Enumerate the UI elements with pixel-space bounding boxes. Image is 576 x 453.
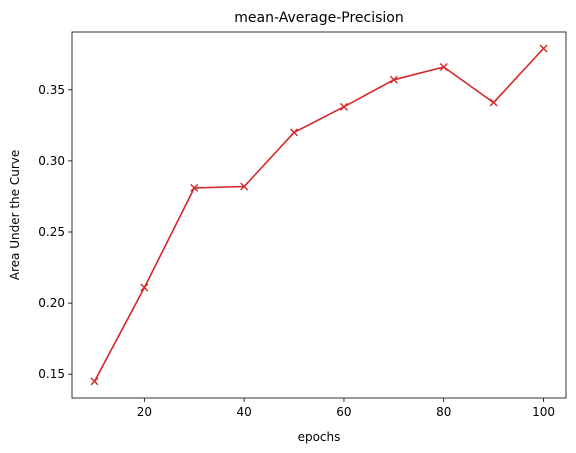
x-tick-label: 80 bbox=[436, 405, 451, 419]
data-point-marker bbox=[190, 183, 199, 192]
series-line bbox=[93, 47, 545, 382]
data-point-marker bbox=[240, 182, 249, 191]
data-point-marker bbox=[290, 128, 299, 137]
data-point-marker bbox=[389, 75, 398, 84]
data-point-marker bbox=[489, 98, 498, 107]
data-point-marker bbox=[339, 102, 348, 111]
x-tick-label: 20 bbox=[137, 405, 152, 419]
plot-area: 20 40 60 80 100 0.15 0.20 0.25 0.30 0.35 bbox=[38, 31, 567, 419]
data-point-marker bbox=[539, 44, 548, 53]
y-tick-label: 0.35 bbox=[38, 83, 65, 97]
x-tick-label: 100 bbox=[532, 405, 555, 419]
x-tick-label: 60 bbox=[336, 405, 351, 419]
chart-title: mean-Average-Precision bbox=[234, 10, 403, 26]
data-point-marker bbox=[140, 283, 149, 292]
y-axis-label: Area Under the Curve bbox=[8, 150, 22, 280]
y-tick-label: 0.30 bbox=[38, 154, 65, 168]
plot-frame bbox=[71, 31, 567, 399]
data-point-marker bbox=[439, 62, 448, 71]
y-tick-label: 0.25 bbox=[38, 225, 65, 239]
x-axis-label: epochs bbox=[298, 430, 341, 444]
x-tick-label: 40 bbox=[237, 405, 252, 419]
y-tick-label: 0.20 bbox=[38, 296, 65, 310]
data-point-marker bbox=[90, 377, 99, 386]
y-tick-label: 0.15 bbox=[38, 367, 65, 381]
